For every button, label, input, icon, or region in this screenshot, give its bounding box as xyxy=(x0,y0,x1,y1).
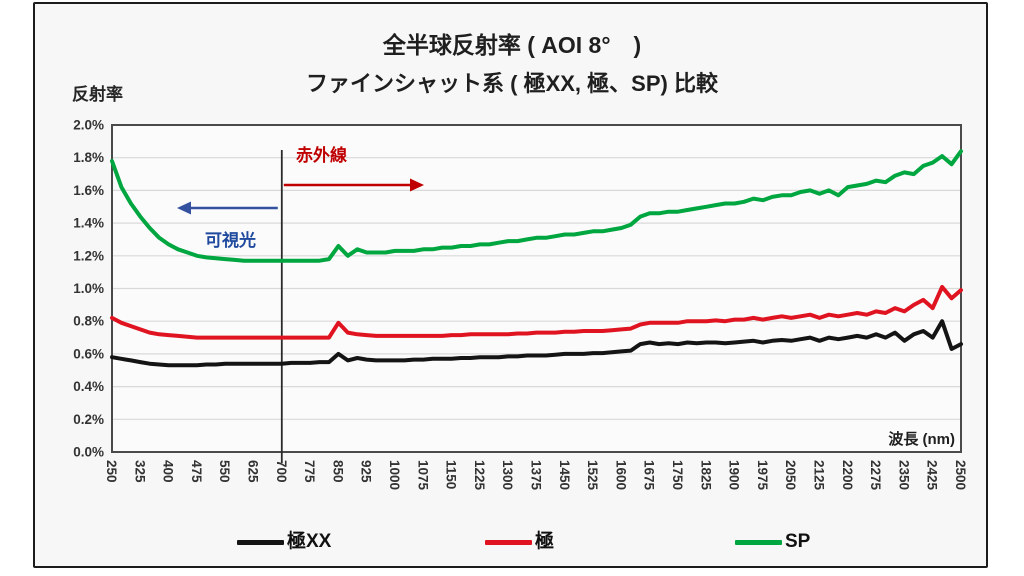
legend-item-kyoku: 極 xyxy=(485,530,554,554)
svg-text:250: 250 xyxy=(104,460,119,483)
svg-text:925: 925 xyxy=(359,460,374,483)
svg-text:325: 325 xyxy=(132,460,147,483)
svg-text:1900: 1900 xyxy=(727,460,742,490)
legend-line-black xyxy=(237,539,284,545)
chart-subtitle: ファインシャット系 ( 極XX, 極、SP) 比較 xyxy=(306,71,718,96)
legend-line-red xyxy=(485,539,532,545)
svg-text:2425: 2425 xyxy=(925,460,940,491)
svg-text:0.6%: 0.6% xyxy=(73,346,104,361)
infrared-arrow xyxy=(283,178,424,192)
svg-text:1.8%: 1.8% xyxy=(73,150,104,165)
svg-text:1975: 1975 xyxy=(755,460,770,491)
legend-item-kyokuxx: 極XX xyxy=(237,530,331,554)
svg-text:475: 475 xyxy=(189,460,204,483)
visible-arrow xyxy=(177,201,278,215)
svg-text:0.0%: 0.0% xyxy=(73,445,104,460)
svg-text:1300: 1300 xyxy=(500,460,515,490)
svg-text:2500: 2500 xyxy=(953,460,968,490)
x-axis-title: 波長 (nm) xyxy=(888,431,955,448)
svg-text:775: 775 xyxy=(302,460,317,483)
svg-text:1.0%: 1.0% xyxy=(73,281,104,296)
svg-text:2.0%: 2.0% xyxy=(73,118,104,133)
annotation-infrared-label: 赤外線 xyxy=(296,146,347,165)
svg-text:1000: 1000 xyxy=(387,460,402,490)
svg-text:625: 625 xyxy=(246,460,261,483)
y-axis-tick-labels: 0.0% 0.2% 0.4% 0.6% 0.8% 1.0% 1.2% 1.4% 1.6% 1.8%… xyxy=(73,118,104,460)
svg-text:400: 400 xyxy=(161,460,176,483)
svg-text:1450: 1450 xyxy=(557,460,572,490)
svg-text:1.4%: 1.4% xyxy=(73,216,104,231)
svg-text:0.4%: 0.4% xyxy=(73,379,104,394)
legend-label-kyoku: 極 xyxy=(535,531,555,552)
series-line-極 xyxy=(110,284,963,340)
svg-text:2350: 2350 xyxy=(896,460,911,490)
svg-text:2050: 2050 xyxy=(783,460,798,490)
svg-text:0.8%: 0.8% xyxy=(73,314,104,329)
svg-text:1525: 1525 xyxy=(585,460,600,491)
svg-text:2125: 2125 xyxy=(812,460,827,491)
svg-text:1225: 1225 xyxy=(472,460,487,491)
svg-text:1075: 1075 xyxy=(415,460,430,491)
svg-text:1.2%: 1.2% xyxy=(73,248,104,263)
legend-label-kyokuxx: 極XX xyxy=(287,531,332,552)
legend-item-sp: SP xyxy=(735,530,810,554)
annotation-visible-label: 可視光 xyxy=(205,231,256,250)
x-axis-tick-labels: 250 325 400 475 550 625 700 775 850 925 1000 1075 11… xyxy=(104,460,968,491)
svg-text:1.6%: 1.6% xyxy=(73,183,104,198)
series-line-SP xyxy=(110,149,963,263)
y-axis-title: 反射率 xyxy=(72,85,123,104)
svg-text:0.2%: 0.2% xyxy=(73,412,104,427)
svg-text:2275: 2275 xyxy=(868,460,883,491)
chart-title: 全半球反射率 ( AOI 8° ) xyxy=(382,32,642,58)
legend-label-sp: SP xyxy=(785,531,811,552)
svg-text:700: 700 xyxy=(274,460,289,483)
svg-text:2200: 2200 xyxy=(840,460,855,490)
svg-text:1750: 1750 xyxy=(670,460,685,490)
svg-text:850: 850 xyxy=(330,460,345,483)
svg-text:550: 550 xyxy=(217,460,232,483)
legend-line-green xyxy=(735,539,782,545)
svg-text:1600: 1600 xyxy=(613,460,628,490)
series-line-極XX xyxy=(110,319,963,368)
svg-text:1675: 1675 xyxy=(642,460,657,491)
svg-text:1825: 1825 xyxy=(698,460,713,491)
svg-text:1375: 1375 xyxy=(529,460,544,491)
svg-text:1150: 1150 xyxy=(444,460,459,489)
